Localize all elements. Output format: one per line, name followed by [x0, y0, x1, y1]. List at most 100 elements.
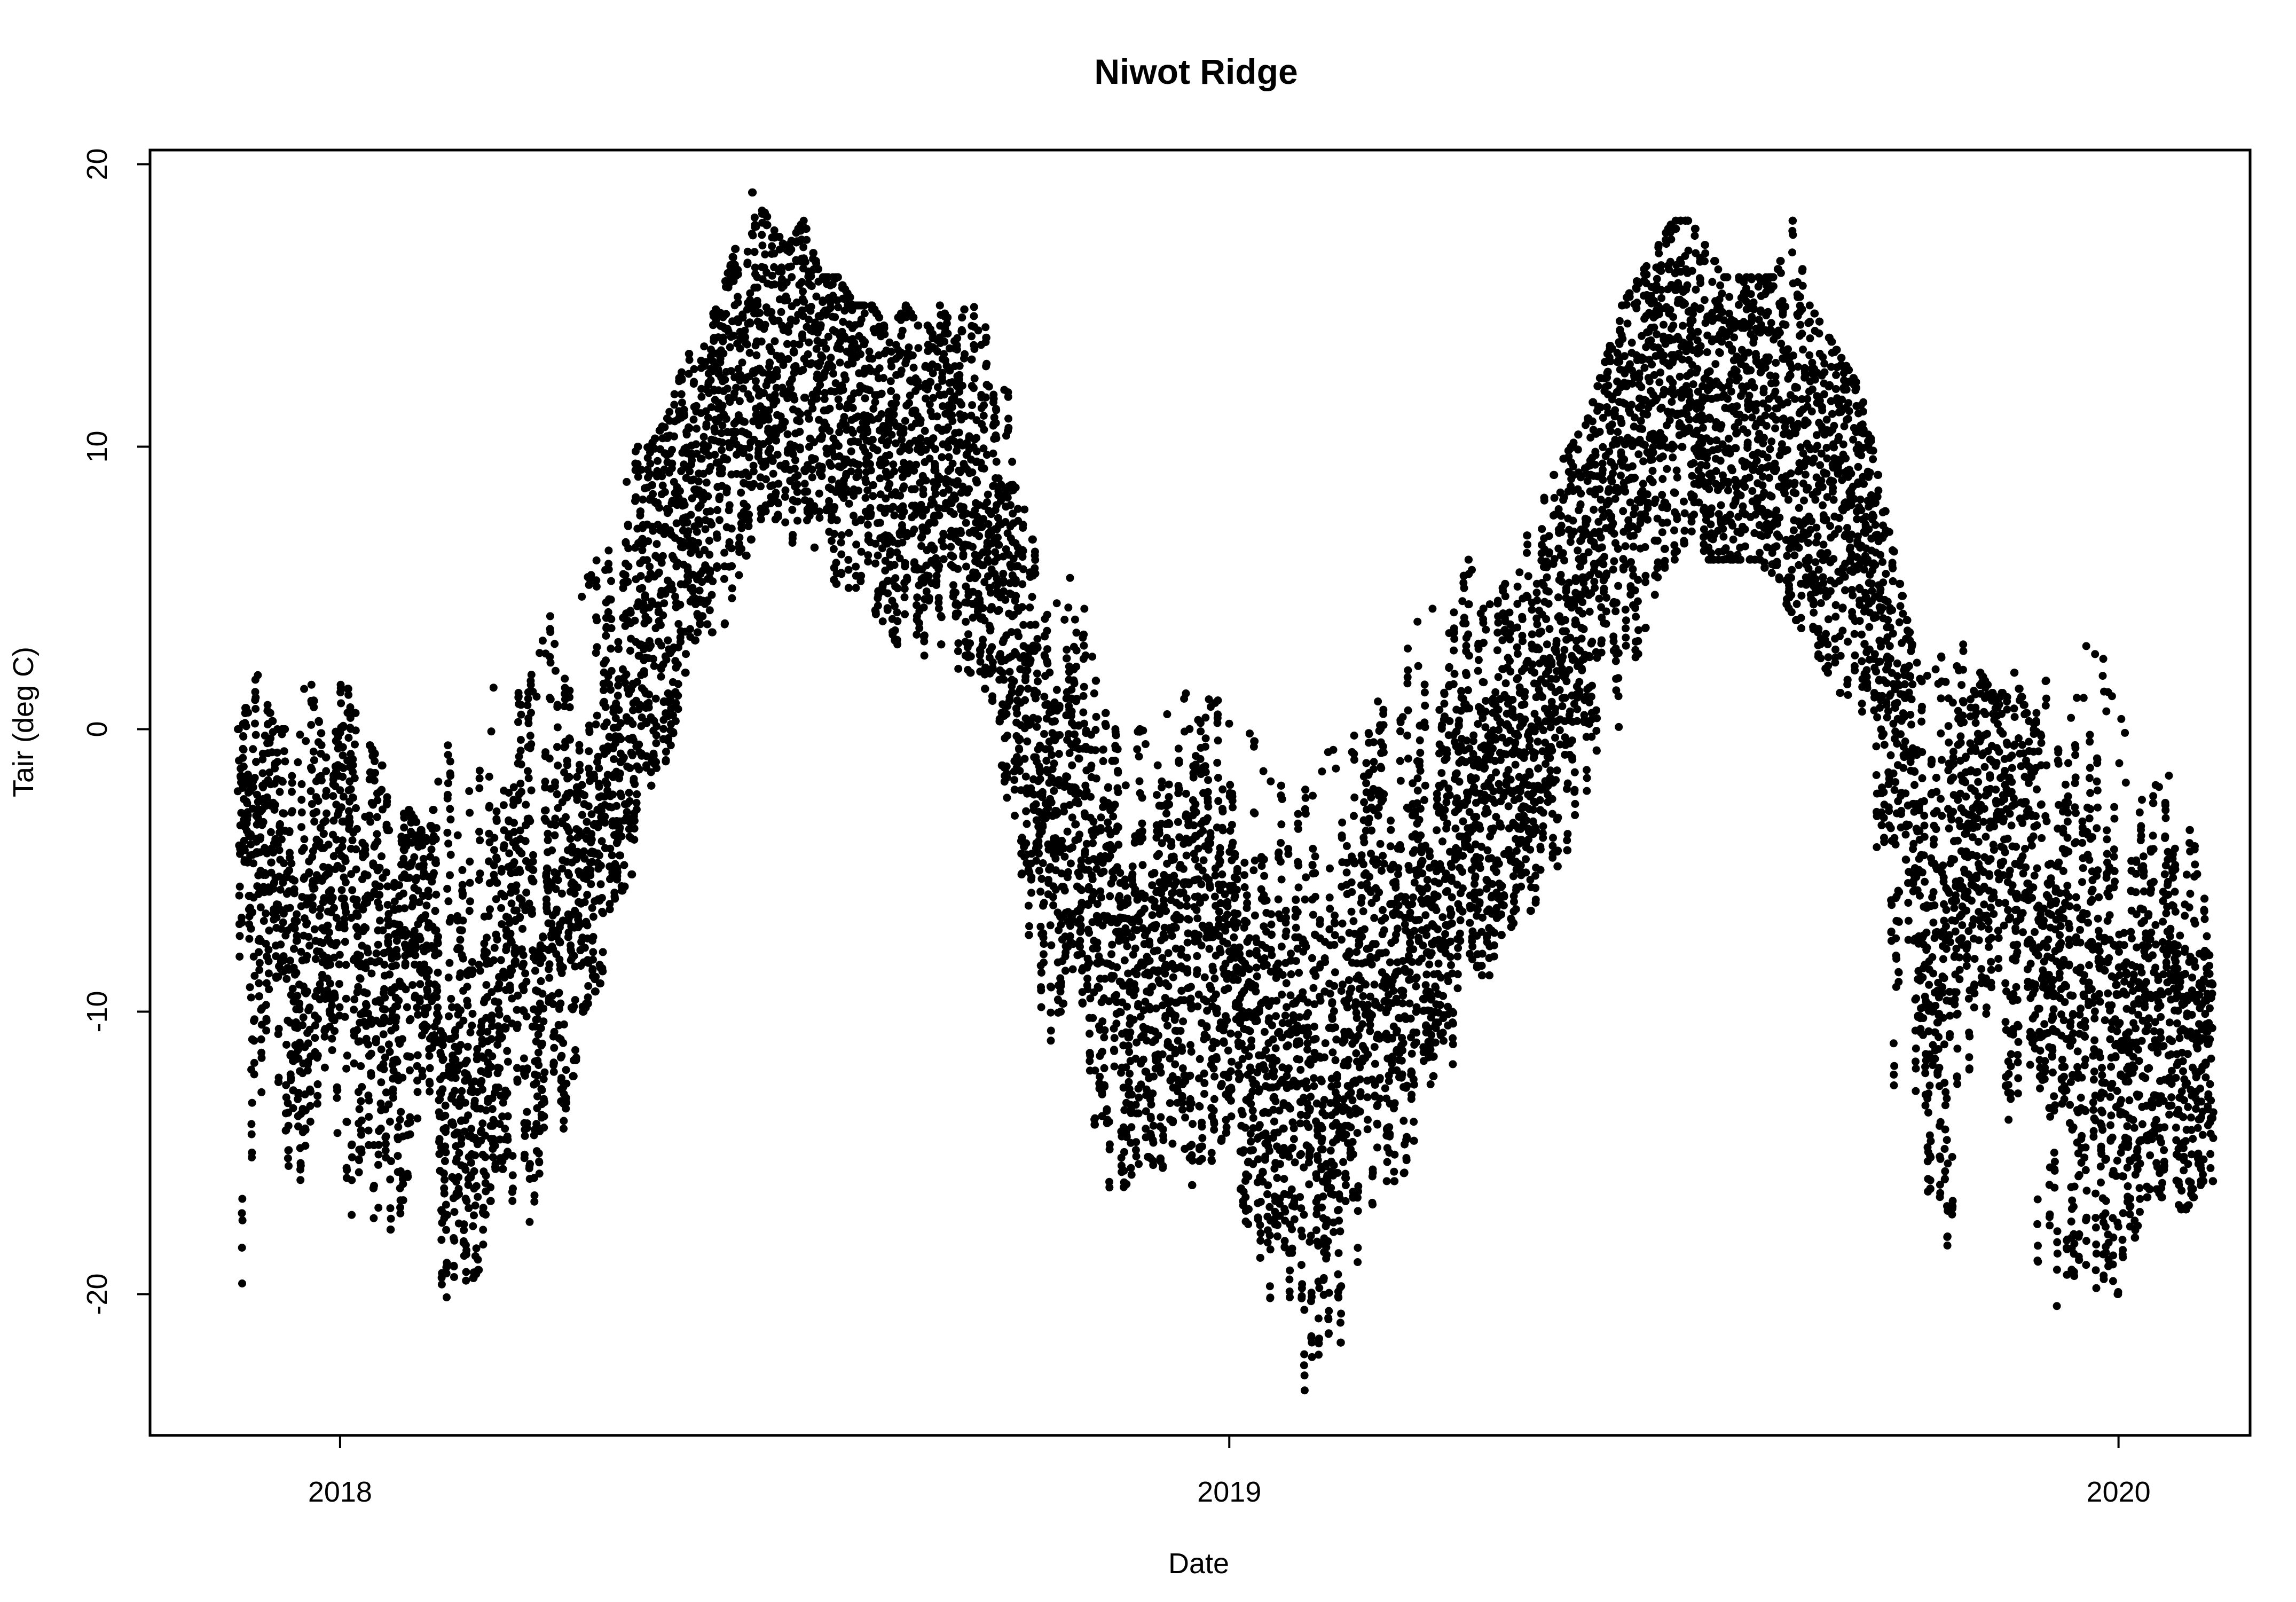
data-point — [252, 758, 260, 766]
data-point — [879, 374, 888, 382]
data-point — [646, 470, 654, 478]
data-point — [418, 1072, 427, 1080]
data-point — [240, 846, 249, 854]
data-point — [462, 1056, 471, 1065]
data-point — [534, 1048, 542, 1057]
data-point — [468, 958, 476, 966]
data-point — [476, 869, 484, 878]
data-point — [603, 718, 611, 727]
data-point — [651, 434, 659, 443]
data-point — [538, 637, 547, 645]
data-point — [670, 400, 679, 409]
data-point — [374, 1160, 382, 1169]
data-point — [310, 818, 319, 826]
data-point — [554, 804, 562, 812]
data-point — [352, 896, 361, 904]
data-point — [652, 722, 661, 731]
data-point — [347, 914, 356, 922]
data-point — [485, 802, 494, 810]
data-point — [831, 313, 839, 321]
data-point — [466, 878, 474, 887]
data-point — [651, 694, 660, 703]
data-point — [909, 364, 918, 372]
data-point — [988, 643, 996, 651]
data-point — [235, 932, 244, 940]
data-point — [325, 869, 333, 878]
data-point — [825, 427, 834, 435]
data-point — [550, 1043, 559, 1052]
data-point — [722, 310, 730, 318]
data-point — [374, 1141, 383, 1149]
data-point — [338, 864, 347, 873]
data-point — [900, 507, 908, 516]
data-point — [650, 662, 658, 670]
data-point — [490, 956, 498, 964]
data-point — [523, 1108, 531, 1116]
data-point — [284, 1154, 292, 1163]
data-point — [250, 1015, 259, 1024]
data-point — [498, 1033, 506, 1041]
data-point — [475, 784, 484, 792]
data-point — [357, 1148, 366, 1157]
data-point — [248, 908, 257, 916]
data-point — [484, 912, 493, 920]
data-point — [413, 1088, 422, 1096]
data-point — [373, 796, 382, 805]
data-point — [383, 882, 392, 891]
data-point — [286, 904, 294, 912]
data-point — [871, 559, 879, 568]
data-point — [822, 344, 830, 353]
data-point — [648, 481, 656, 489]
data-point — [443, 1293, 451, 1301]
data-point — [317, 729, 326, 737]
data-point — [504, 1135, 512, 1144]
data-point — [864, 451, 873, 460]
data-point — [628, 720, 637, 728]
data-point — [332, 914, 341, 922]
data-point — [456, 969, 465, 978]
data-point — [934, 594, 943, 602]
data-point — [796, 417, 804, 426]
data-point — [498, 1112, 507, 1121]
data-point — [681, 669, 690, 677]
data-point — [764, 415, 773, 424]
data-point — [441, 1142, 450, 1151]
data-point — [787, 245, 796, 254]
data-point — [364, 1040, 373, 1049]
data-point — [239, 763, 248, 771]
data-point — [890, 561, 899, 569]
data-point — [718, 446, 726, 454]
data-point — [553, 743, 561, 751]
data-point — [444, 973, 453, 982]
data-point — [614, 692, 622, 700]
data-point — [490, 846, 498, 854]
data-point — [861, 337, 869, 346]
data-point — [523, 1119, 531, 1128]
data-point — [553, 790, 561, 798]
data-point — [953, 334, 962, 342]
data-point — [516, 736, 525, 744]
data-point — [814, 265, 823, 273]
data-point — [443, 884, 452, 893]
data-point — [475, 876, 483, 884]
data-point — [893, 584, 902, 593]
data-point — [784, 355, 792, 363]
data-point — [295, 1005, 304, 1014]
data-point — [632, 493, 640, 501]
data-point — [394, 1122, 403, 1131]
data-point — [247, 1130, 256, 1138]
data-point — [565, 827, 573, 836]
data-point — [455, 1190, 463, 1198]
data-point — [593, 711, 601, 720]
data-point — [344, 807, 353, 815]
data-point — [293, 910, 301, 918]
data-point — [571, 996, 579, 1004]
data-point — [593, 643, 601, 651]
data-point — [464, 1181, 473, 1189]
data-point — [446, 851, 455, 859]
data-point — [623, 477, 631, 486]
data-point — [727, 544, 736, 553]
data-point — [467, 1125, 476, 1133]
data-points — [233, 188, 2218, 1395]
data-point — [500, 841, 508, 850]
